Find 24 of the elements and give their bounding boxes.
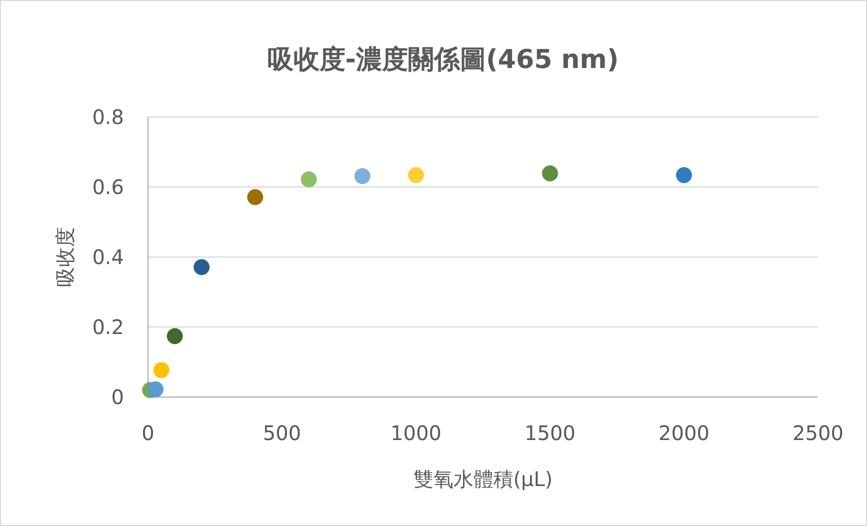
point — [247, 189, 264, 206]
x-tick-label: 500 — [262, 421, 302, 445]
x-tick-label: 2000 — [658, 421, 710, 445]
y-tick-label: 0.4 — [92, 245, 124, 269]
y-tick-label: 0 — [111, 385, 124, 409]
point — [354, 168, 370, 184]
x-tick-label: 2500 — [792, 421, 844, 445]
chart-title: 吸收度-濃度關係圖(465 nm) — [267, 45, 619, 75]
x-tick-label: 1000 — [390, 421, 442, 445]
x-tick-label: 1500 — [524, 421, 576, 445]
point — [676, 167, 692, 184]
point — [153, 362, 170, 378]
y-tick-label: 0.6 — [92, 175, 124, 199]
point — [194, 259, 210, 276]
point — [300, 171, 317, 188]
point — [148, 381, 164, 398]
point — [542, 165, 558, 182]
x-axis-title: 雙氧水體積(μL) — [413, 467, 553, 491]
point — [166, 328, 183, 344]
y-tick-label: 0.8 — [92, 105, 124, 129]
point — [408, 167, 424, 184]
y-tick-label: 0.2 — [92, 315, 124, 339]
x-tick-label: 0 — [142, 421, 154, 445]
y-axis-title: 吸收度 — [53, 227, 77, 287]
